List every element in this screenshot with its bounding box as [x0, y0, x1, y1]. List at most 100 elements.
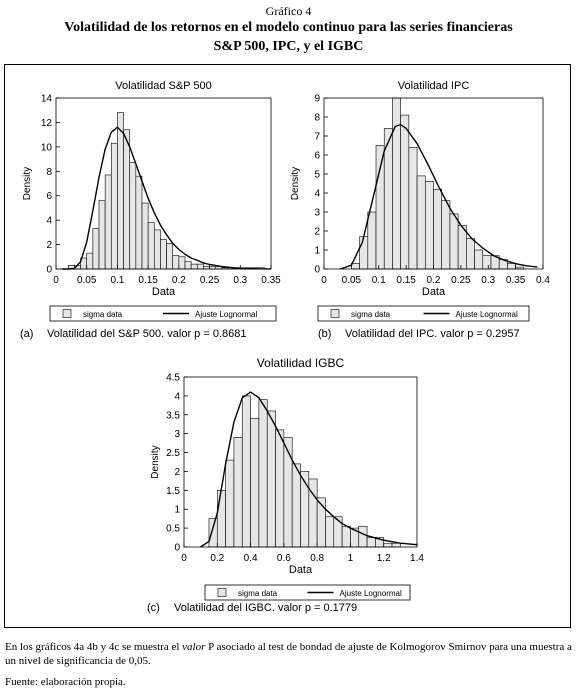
- histogram-bar: [457, 225, 467, 270]
- histogram-bar: [104, 174, 112, 270]
- histogram-bar: [408, 147, 418, 270]
- figure-note: En los gráficos 4a 4b y 4c se muestra el…: [5, 640, 573, 668]
- histogram-bar: [275, 429, 285, 548]
- x-tick-label: 0.4: [244, 553, 258, 564]
- x-tick-label: 0.15: [396, 275, 416, 286]
- x-tick-label: 1: [348, 553, 354, 564]
- histogram-bar: [190, 263, 198, 270]
- y-tick-label: 7: [314, 132, 320, 143]
- x-tick-label: 0.1: [110, 275, 124, 286]
- y-tick-label: 3.5: [166, 410, 180, 421]
- figure-frame: [4, 64, 571, 628]
- y-axis-label: Density: [290, 167, 301, 200]
- note-text-after: P asociado al test de bondad de ajuste d…: [5, 641, 572, 667]
- figure-title-line-1: Volatilidad de los retornos en el modelo…: [64, 20, 513, 35]
- y-tick-label: 8: [314, 113, 320, 124]
- y-tick-label: 1: [174, 505, 180, 516]
- y-tick-label: 2: [314, 227, 320, 238]
- x-tick-label: 0.25: [200, 275, 220, 286]
- y-tick-label: 4: [46, 216, 52, 227]
- y-tick-label: 12: [41, 118, 53, 129]
- chart-2: Volatilidad IPC 0 0.05 0.1 0.15 0.2 0.25 0.3 0.3…: [290, 80, 550, 340]
- legend-swatch-data: [330, 309, 340, 318]
- x-axis-label: Data: [422, 286, 446, 298]
- chart-title: Volatilidad IGBC: [257, 356, 345, 370]
- chart-caption-tag: (c): [147, 602, 160, 614]
- y-tick-label: 0.5: [166, 524, 180, 535]
- histogram-bar: [241, 395, 251, 548]
- histogram-bar: [383, 542, 393, 548]
- legend-label-data: sigma data: [238, 589, 278, 598]
- x-tick-label: 0.35: [261, 275, 281, 286]
- histogram-bar: [375, 145, 385, 270]
- y-tick-label: 1.5: [166, 486, 180, 497]
- histogram-bar: [141, 202, 149, 270]
- histogram-bar: [135, 175, 143, 270]
- x-tick-label: 0.2: [210, 553, 224, 564]
- plot-area-frame: [55, 97, 272, 270]
- x-tick-label: 0.25: [451, 275, 471, 286]
- histogram-bar: [482, 255, 492, 270]
- legend-label-data: sigma data: [351, 310, 391, 319]
- x-tick-label: 0.05: [342, 275, 362, 286]
- x-tick-label: 0.2: [172, 275, 186, 286]
- histogram-bar: [424, 181, 434, 270]
- x-tick-label: 0: [181, 553, 187, 564]
- chart-1: Volatilidad S&P 500 0 0.05 0.1 0.15 0.2 0.25 0.…: [20, 80, 281, 340]
- legend-swatch-data: [62, 309, 72, 318]
- histogram-bar: [153, 229, 161, 270]
- x-tick-label: 0.3: [481, 275, 495, 286]
- histogram-bar: [391, 542, 401, 548]
- y-tick-label: 1: [314, 246, 320, 257]
- y-tick-label: 6: [314, 151, 320, 162]
- histogram-bar: [325, 516, 335, 548]
- histogram-bar: [474, 249, 484, 270]
- note-text-before: En los gráficos 4a 4b y 4c se muestra el: [5, 641, 183, 653]
- histogram-bar: [216, 490, 226, 548]
- y-tick-label: 9: [314, 94, 320, 105]
- x-tick-label: 0: [53, 275, 59, 286]
- figure-source: Fuente: elaboración propia.: [5, 676, 126, 688]
- histogram-bar: [92, 228, 100, 270]
- histogram-bar: [110, 142, 118, 270]
- histogram-bar: [225, 459, 235, 548]
- x-tick-label: 0.8: [310, 553, 324, 564]
- lognormal-fit-line: [62, 126, 272, 270]
- histogram-bar: [147, 222, 155, 270]
- x-axis-label: Data: [289, 564, 313, 576]
- x-tick-label: 0.3: [233, 275, 247, 286]
- chart-3: Volatilidad IGBC 0 0.2 0.4 0.6 0.8 1 1.2 1.4 0 0.5…: [147, 356, 424, 614]
- x-tick-label: 0.05: [77, 275, 97, 286]
- x-tick-label: 0.4: [536, 275, 550, 286]
- histogram-bar: [196, 263, 204, 270]
- legend-label-fit: Ajuste Lognormal: [340, 589, 402, 598]
- x-tick-label: 0.15: [138, 275, 158, 286]
- plot-area-frame: [183, 376, 418, 548]
- x-tick-label: 0.2: [427, 275, 441, 286]
- histogram-bar: [123, 129, 131, 270]
- y-axis-label: Density: [150, 445, 161, 478]
- x-tick-label: 1.2: [377, 553, 391, 564]
- y-tick-label: 2.5: [166, 448, 180, 459]
- legend-label-data: sigma data: [83, 310, 123, 319]
- x-tick-label: 0.6: [277, 553, 291, 564]
- lognormal-fit-line: [200, 391, 418, 548]
- histogram-bar: [184, 261, 192, 270]
- y-tick-label: 5: [314, 170, 320, 181]
- histogram-bar: [117, 112, 124, 270]
- histogram-bar: [358, 525, 368, 548]
- histogram-bar: [86, 252, 94, 270]
- y-tick-label: 4.5: [166, 373, 180, 384]
- histogram-bar: [233, 437, 243, 548]
- histogram-bar: [507, 262, 516, 270]
- chart-title: Volatilidad IPC: [398, 80, 470, 92]
- chart-legend: sigma data Ajuste Lognormal: [49, 305, 277, 322]
- legend-label-fit: Ajuste Lognormal: [195, 310, 257, 319]
- histogram-bar: [433, 188, 443, 270]
- x-tick-label: 0.35: [506, 275, 526, 286]
- y-tick-label: 2: [174, 467, 180, 478]
- histogram-bar: [178, 256, 186, 270]
- y-axis-label: Density: [22, 167, 33, 200]
- chart-title: Volatilidad S&P 500: [115, 80, 211, 92]
